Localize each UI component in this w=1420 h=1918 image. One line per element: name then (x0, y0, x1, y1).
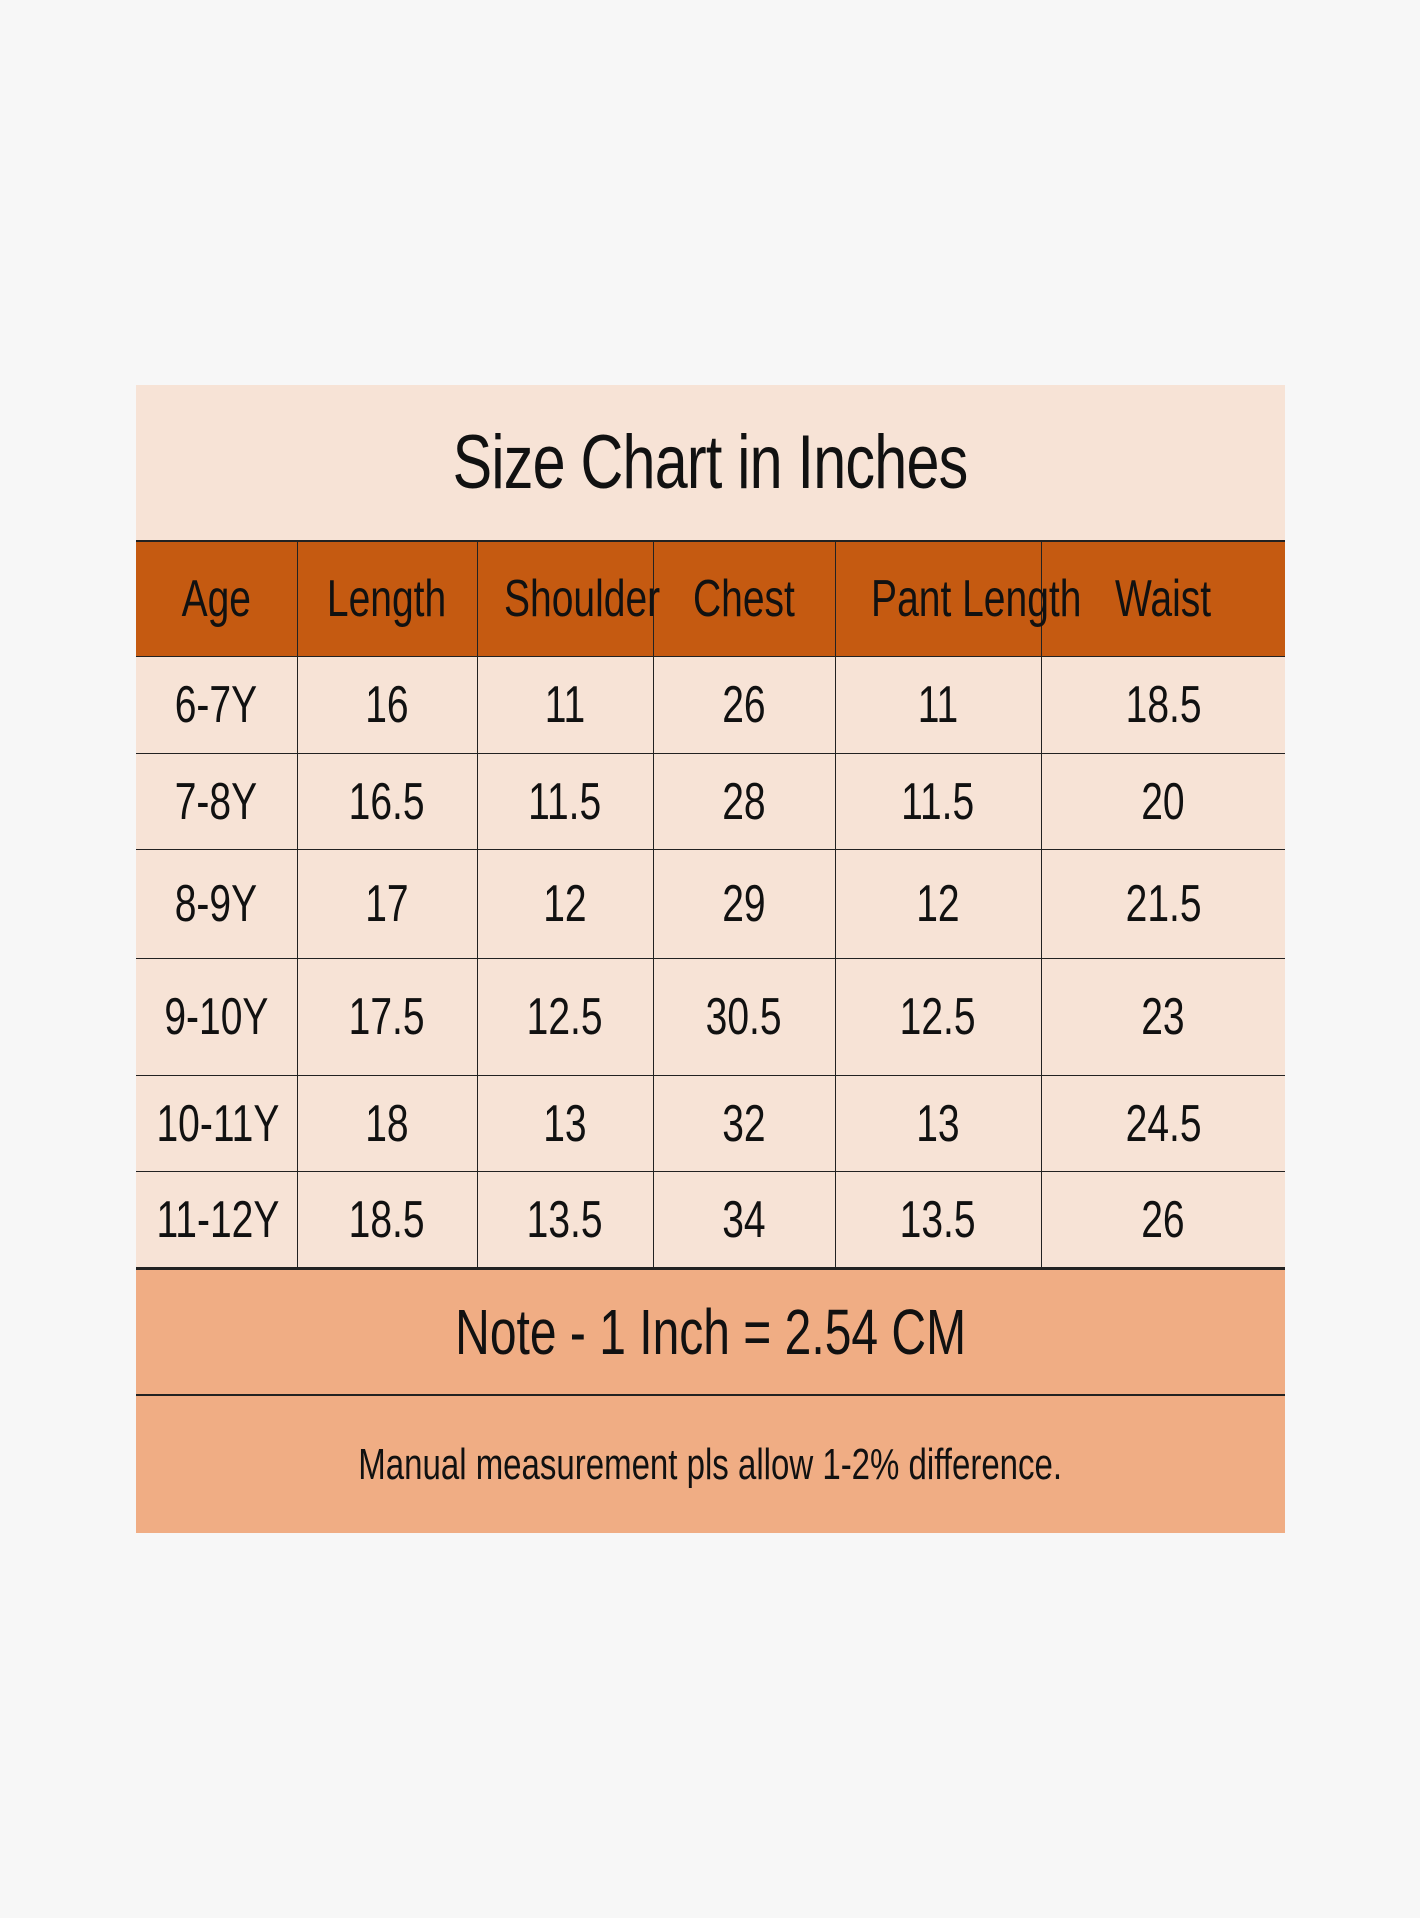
table-cell: 21.5 (1040, 849, 1285, 959)
cell-value: 21.5 (1125, 875, 1202, 933)
cell-value: 7-8Y (175, 772, 258, 831)
cell-value: 11 (917, 676, 959, 734)
table-cell: 18.5 (1040, 656, 1285, 754)
table-cell: 34 (652, 1171, 836, 1268)
cell-value: 34 (722, 1190, 766, 1249)
table-cell: 13 (476, 1075, 654, 1172)
table-cell: 28 (652, 753, 836, 850)
table-cell: 6-7Y (136, 656, 298, 754)
cell-value: 32 (722, 1094, 766, 1153)
table-cell: 20 (1040, 753, 1285, 850)
table-cell: 17 (296, 849, 478, 959)
table-row: 10-11Y 18 13 32 13 24.5 (136, 1075, 1285, 1172)
cell-value: 11-12Y (156, 1190, 280, 1249)
table-cell: 8-9Y (136, 849, 298, 959)
cell-value: 8-9Y (175, 875, 258, 933)
cell-value: 20 (1141, 772, 1185, 831)
disclaimer: Manual measurement pls allow 1-2% differ… (136, 1396, 1285, 1533)
table-cell: 17.5 (296, 958, 478, 1076)
cell-value: 12.5 (527, 988, 603, 1046)
conversion-note: Note - 1 Inch = 2.54 CM (136, 1268, 1285, 1396)
column-header-label: Chest (693, 570, 795, 628)
table-cell: 32 (652, 1075, 836, 1172)
cell-value: 17.5 (349, 988, 425, 1046)
table-cell: 18 (296, 1075, 478, 1172)
table-cell: 13.5 (834, 1171, 1042, 1268)
column-header: Chest (652, 542, 836, 657)
header-row: Age Length Shoulder Chest Pant Length Waist (136, 542, 1285, 657)
cell-value: 13.5 (900, 1190, 976, 1249)
cell-value: 11.5 (901, 772, 975, 831)
column-header-label: Age (181, 570, 251, 628)
table-cell: 11-12Y (136, 1171, 298, 1268)
cell-value: 18.5 (1125, 676, 1202, 734)
cell-value: 12.5 (900, 988, 976, 1046)
table-cell: 29 (652, 849, 836, 959)
cell-value: 30.5 (706, 988, 782, 1046)
table-cell: 24.5 (1040, 1075, 1285, 1172)
column-header: Length (296, 542, 478, 657)
table-cell: 11.5 (834, 753, 1042, 850)
table-cell: 11 (834, 656, 1042, 754)
column-header: Age (136, 542, 298, 657)
cell-value: 10-11Y (156, 1094, 280, 1153)
table-cell: 23 (1040, 958, 1285, 1076)
cell-value: 18 (365, 1094, 409, 1153)
column-header-label: Length (327, 570, 447, 628)
cell-value: 13 (543, 1094, 587, 1153)
cell-value: 17 (365, 875, 409, 933)
table-cell: 11.5 (476, 753, 654, 850)
table-cell: 13 (834, 1075, 1042, 1172)
table-row: 7-8Y 16.5 11.5 28 11.5 20 (136, 753, 1285, 850)
column-header-label: Waist (1115, 570, 1212, 628)
table-cell: 10-11Y (136, 1075, 298, 1172)
table-cell: 18.5 (296, 1171, 478, 1268)
column-header: Pant Length (834, 542, 1081, 657)
size-table: Age Length Shoulder Chest Pant Length Waist 6… (136, 542, 1285, 1268)
table-cell: 12 (834, 849, 1042, 959)
cell-value: 13.5 (527, 1190, 603, 1249)
cell-value: 24.5 (1125, 1094, 1202, 1153)
cell-value: 26 (1141, 1190, 1185, 1249)
table-row: 8-9Y 17 12 29 12 21.5 (136, 849, 1285, 959)
cell-value: 11.5 (528, 772, 602, 831)
table-cell: 12.5 (476, 958, 654, 1076)
table-cell: 11 (476, 656, 654, 754)
column-header: Waist (1040, 542, 1285, 657)
cell-value: 29 (722, 875, 766, 933)
chart-title: Size Chart in Inches (453, 420, 969, 505)
column-header-label: Shoulder (503, 570, 660, 628)
size-chart: Size Chart in Inches Age Length Shoulder Ch… (136, 385, 1285, 1534)
column-header-label: Pant Length (870, 570, 1081, 628)
table-row: 11-12Y 18.5 13.5 34 13.5 26 (136, 1171, 1285, 1268)
cell-value: 16.5 (349, 772, 425, 831)
table-cell: 7-8Y (136, 753, 298, 850)
cell-value: 23 (1141, 988, 1185, 1046)
table-cell: 26 (652, 656, 836, 754)
table-cell: 12 (476, 849, 654, 959)
cell-value: 9-10Y (164, 988, 269, 1046)
table-cell: 30.5 (652, 958, 836, 1076)
table-cell: 16 (296, 656, 478, 754)
table-cell: 16.5 (296, 753, 478, 850)
chart-title-bar: Size Chart in Inches (136, 385, 1285, 542)
cell-value: 11 (544, 676, 586, 734)
cell-value: 13 (916, 1094, 960, 1153)
table-cell: 9-10Y (136, 958, 298, 1076)
cell-value: 28 (722, 772, 766, 831)
table-row: 6-7Y 16 11 26 11 18.5 (136, 656, 1285, 754)
table-cell: 26 (1040, 1171, 1285, 1268)
cell-value: 12 (916, 875, 960, 933)
cell-value: 18.5 (349, 1190, 425, 1249)
table-cell: 12.5 (834, 958, 1042, 1076)
cell-value: 12 (543, 875, 587, 933)
cell-value: 26 (722, 676, 766, 734)
column-header: Shoulder (476, 542, 660, 657)
table-cell: 13.5 (476, 1171, 654, 1268)
cell-value: 6-7Y (175, 676, 258, 734)
cell-value: 16 (365, 676, 409, 734)
table-row: 9-10Y 17.5 12.5 30.5 12.5 23 (136, 958, 1285, 1076)
